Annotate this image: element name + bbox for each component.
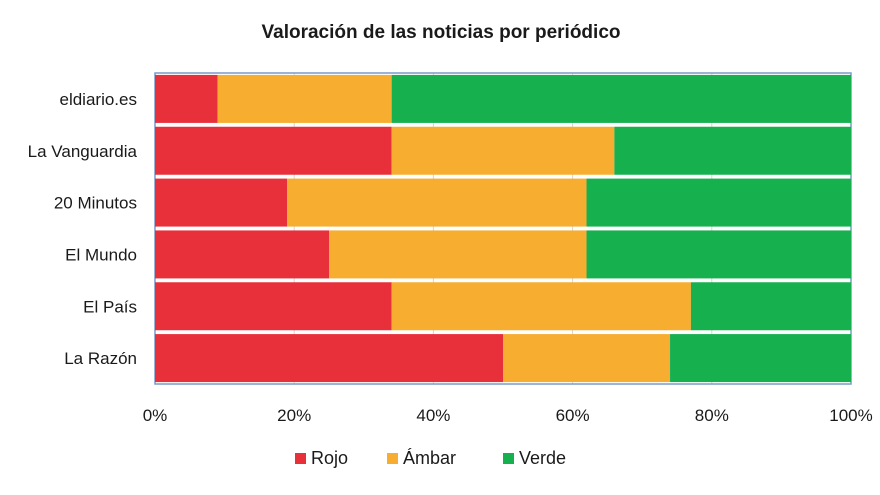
legend-swatch [295, 453, 306, 464]
x-axis-tick-labels: 0% 20% 40% 60% 80% 100% [143, 406, 873, 425]
bar-segment [586, 178, 851, 227]
bar-segment [155, 178, 288, 227]
category-label: El Mundo [65, 245, 137, 264]
bars [155, 74, 851, 383]
bar-segment [155, 126, 392, 175]
x-tick-label: 60% [556, 406, 590, 425]
bar-segment [586, 230, 851, 279]
bar-segment [155, 334, 503, 383]
x-tick-label: 100% [829, 406, 872, 425]
x-tick-label: 0% [143, 406, 168, 425]
category-label: La Vanguardia [28, 142, 138, 161]
grid-lines [293, 73, 713, 384]
category-label: eldiario.es [60, 90, 138, 109]
x-tick-label: 80% [695, 406, 729, 425]
legend-label: Verde [519, 448, 566, 468]
bar-segment [287, 178, 587, 227]
bar-segment [391, 282, 691, 331]
bar-segment [155, 282, 392, 331]
x-tick-label: 40% [416, 406, 450, 425]
bar-segment [391, 74, 851, 123]
chart-title: Valoración de las noticias por periódico [262, 22, 621, 43]
bar-segment [329, 230, 587, 279]
category-labels: eldiario.es La Vanguardia 20 Minutos El Mun… [28, 90, 138, 368]
plot-area [154, 72, 852, 385]
bar-segment [391, 126, 615, 175]
bar-segment [155, 74, 218, 123]
legend-label: Rojo [311, 448, 348, 468]
legend-label: Ámbar [403, 448, 456, 468]
bar-segment [614, 126, 851, 175]
bar-segment [690, 282, 851, 331]
bar-segment [670, 334, 851, 383]
category-label: 20 Minutos [54, 194, 137, 213]
x-tick-label: 20% [277, 406, 311, 425]
bar-segment [155, 230, 329, 279]
legend: Rojo Ámbar Verde [295, 448, 566, 468]
bar-segment [503, 334, 671, 383]
bar-segment [217, 74, 392, 123]
legend-swatch [387, 453, 398, 464]
category-label: El País [83, 297, 137, 316]
category-label: La Razón [64, 349, 137, 368]
legend-swatch [503, 453, 514, 464]
